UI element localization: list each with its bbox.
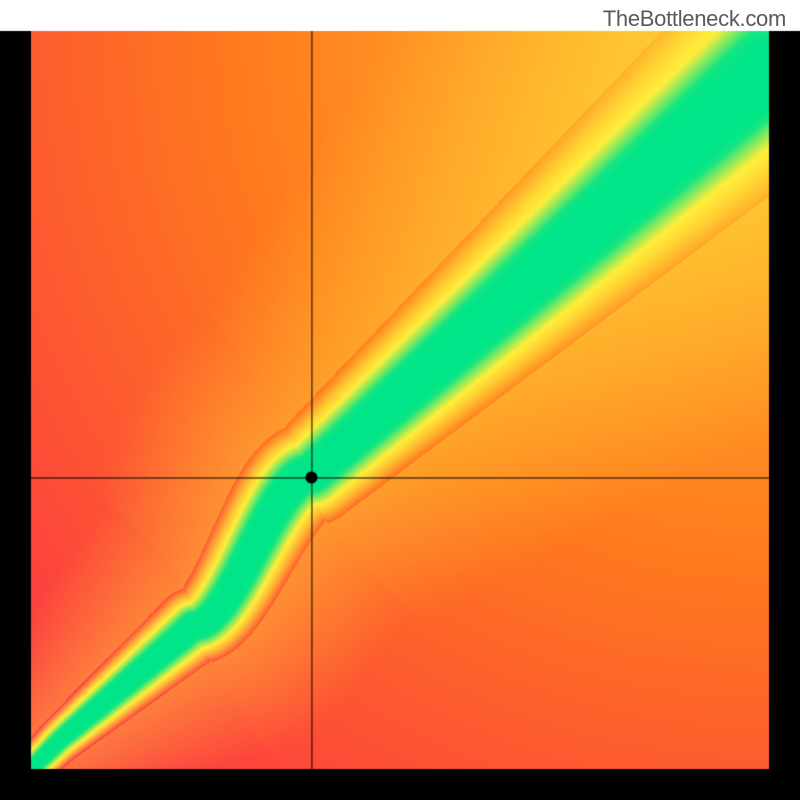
heatmap-canvas	[0, 0, 800, 800]
chart-container: { "attribution": "TheBottleneck.com", "c…	[0, 0, 800, 800]
attribution-text: TheBottleneck.com	[603, 6, 786, 32]
